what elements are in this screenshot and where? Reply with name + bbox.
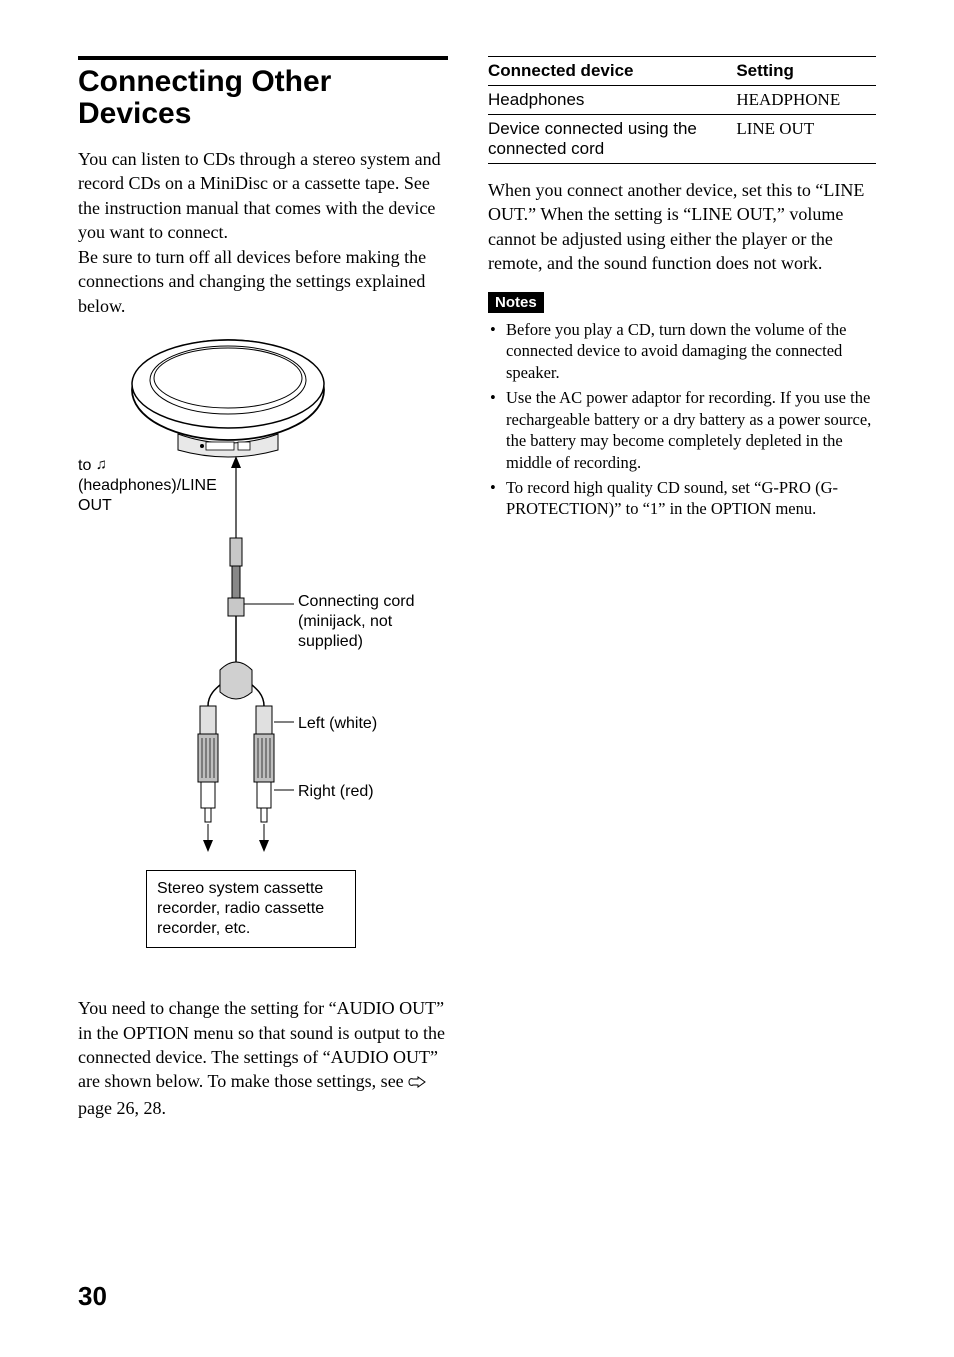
list-item: Use the AC power adaptor for recording. … xyxy=(488,387,876,473)
para2-part-b: page 26, 28. xyxy=(78,1098,166,1118)
diagram-label-left: Left (white) xyxy=(298,714,443,734)
two-column-layout: Connecting Other Devices You can listen … xyxy=(78,56,876,1120)
section-heading: Connecting Other Devices xyxy=(78,66,448,131)
td-device: Device connected using the connected cor… xyxy=(488,115,736,164)
right-column: Connected device Setting Headphones HEAD… xyxy=(488,56,876,1120)
line-out-paragraph: When you connect another device, set thi… xyxy=(488,178,876,276)
th-device: Connected device xyxy=(488,57,736,86)
heading-rule xyxy=(78,56,448,60)
table-header-row: Connected device Setting xyxy=(488,57,876,86)
diagram-label-right: Right (red) xyxy=(298,782,443,802)
table-row: Device connected using the connected cor… xyxy=(488,115,876,164)
list-item: To record high quality CD sound, set “G-… xyxy=(488,477,876,520)
left-column: Connecting Other Devices You can listen … xyxy=(78,56,448,1120)
td-setting: LINE OUT xyxy=(736,115,876,164)
audio-out-paragraph: You need to change the setting for “AUDI… xyxy=(78,996,448,1120)
page-number: 30 xyxy=(78,1281,107,1312)
intro-paragraph-2: Be sure to turn off all devices before m… xyxy=(78,245,448,318)
intro-paragraph-1: You can listen to CDs through a stereo s… xyxy=(78,147,448,245)
notes-badge: Notes xyxy=(488,292,544,313)
para2-part-a: You need to change the setting for “AUDI… xyxy=(78,998,445,1091)
td-device: Headphones xyxy=(488,86,736,115)
table-row: Headphones HEADPHONE xyxy=(488,86,876,115)
settings-table: Connected device Setting Headphones HEAD… xyxy=(488,56,876,164)
diagram-label-cord: Connecting cord (minijack, not supplied) xyxy=(298,592,443,652)
diagram-callout-box: Stereo system cassette recorder, radio c… xyxy=(146,870,356,948)
connection-diagram: to ♫ (headphones)/LINE OUT Connecting co… xyxy=(78,334,448,974)
list-item: Before you play a CD, turn down the volu… xyxy=(488,319,876,383)
pointing-hand-icon xyxy=(408,1071,426,1095)
diagram-label-to: to ♫ (headphones)/LINE OUT xyxy=(78,456,188,516)
th-setting: Setting xyxy=(736,57,876,86)
notes-list: Before you play a CD, turn down the volu… xyxy=(488,319,876,520)
headphones-icon: ♫ xyxy=(96,456,107,473)
label-to-prefix: to xyxy=(78,457,96,474)
td-setting: HEADPHONE xyxy=(736,86,876,115)
